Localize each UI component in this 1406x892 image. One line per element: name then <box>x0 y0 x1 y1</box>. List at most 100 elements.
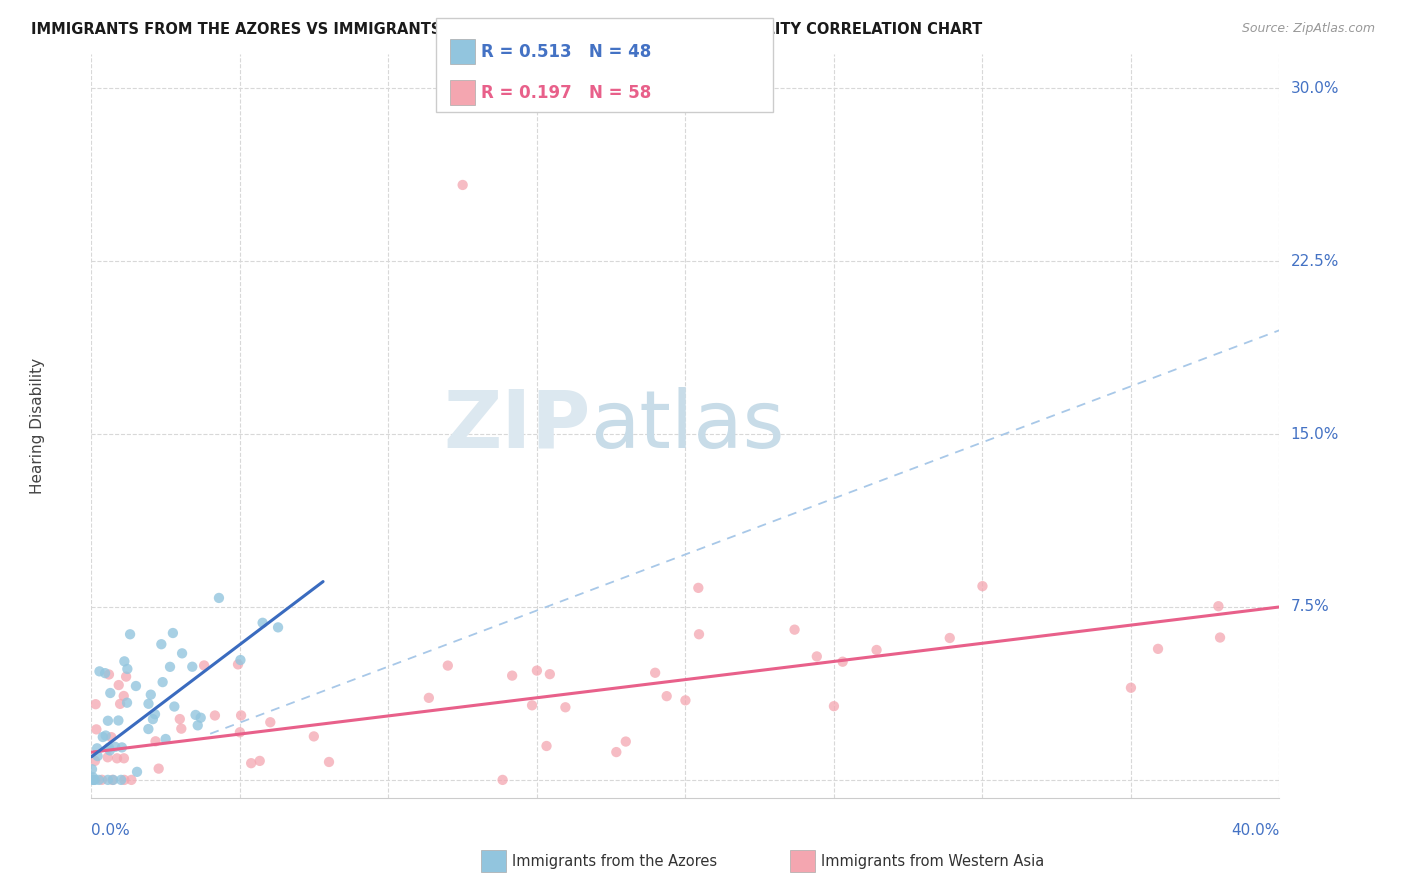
Point <box>229 725 252 739</box>
Point <box>1209 631 1232 645</box>
Point <box>103 772 125 787</box>
Point <box>184 708 207 723</box>
Point <box>108 697 131 711</box>
Point <box>170 722 193 736</box>
Point <box>145 734 167 748</box>
Point <box>139 688 162 702</box>
Point <box>318 755 340 769</box>
Point <box>208 591 231 605</box>
Point <box>204 708 226 723</box>
Point <box>673 693 696 707</box>
Text: R = 0.197   N = 58: R = 0.197 N = 58 <box>481 84 651 102</box>
Point <box>302 730 325 744</box>
Point <box>644 665 666 680</box>
Point <box>267 620 290 634</box>
Point <box>783 623 806 637</box>
Point <box>229 653 252 667</box>
Point <box>112 772 135 787</box>
Point <box>554 700 576 714</box>
Point <box>538 667 561 681</box>
Point <box>82 772 104 787</box>
Point <box>112 689 135 703</box>
Point <box>94 666 117 681</box>
Point <box>436 658 458 673</box>
Point <box>138 697 160 711</box>
Point <box>520 698 543 713</box>
Point <box>115 696 138 710</box>
Text: 15.0%: 15.0% <box>1291 426 1339 442</box>
Point <box>252 615 274 630</box>
Text: ZIP: ZIP <box>443 387 591 465</box>
Point <box>91 730 114 744</box>
Point <box>125 764 148 779</box>
Point <box>181 659 204 673</box>
Point <box>163 699 186 714</box>
Point <box>865 643 887 657</box>
Point <box>120 627 142 641</box>
Point <box>655 689 678 703</box>
Point <box>823 699 845 714</box>
Point <box>97 750 120 764</box>
Point <box>112 751 135 765</box>
Point <box>86 741 108 756</box>
Point <box>1208 599 1230 614</box>
Point <box>806 649 828 664</box>
Point <box>142 712 165 726</box>
Point <box>97 714 120 728</box>
Point <box>193 658 215 673</box>
Point <box>1119 681 1142 695</box>
Text: Source: ZipAtlas.com: Source: ZipAtlas.com <box>1241 22 1375 36</box>
Point <box>249 754 271 768</box>
Point <box>107 714 129 728</box>
Point <box>80 762 103 776</box>
Point <box>110 772 132 787</box>
Text: 22.5%: 22.5% <box>1291 253 1339 268</box>
Point <box>491 772 513 787</box>
Point <box>831 655 853 669</box>
Point <box>972 579 994 593</box>
Point <box>688 627 710 641</box>
Point <box>112 654 135 668</box>
Text: 0.0%: 0.0% <box>91 823 131 838</box>
Point <box>100 730 122 744</box>
Point <box>155 731 177 746</box>
Point <box>229 708 252 723</box>
Point <box>104 739 127 754</box>
Point <box>536 739 558 753</box>
Point <box>107 678 129 692</box>
Text: atlas: atlas <box>591 387 785 465</box>
Point <box>143 707 166 722</box>
Point <box>117 662 139 676</box>
Point <box>115 670 138 684</box>
Point <box>150 637 173 651</box>
Point <box>614 734 637 748</box>
Point <box>162 626 184 640</box>
Point <box>98 740 121 755</box>
Point <box>98 686 121 700</box>
Point <box>125 679 148 693</box>
Point <box>97 667 120 681</box>
Point <box>605 745 627 759</box>
Point <box>84 697 107 711</box>
Point <box>101 772 124 787</box>
Point <box>1147 641 1170 656</box>
Text: Immigrants from the Azores: Immigrants from the Azores <box>512 854 717 869</box>
Point <box>240 756 263 771</box>
Point <box>86 749 108 764</box>
Point <box>89 665 111 679</box>
Point <box>187 718 209 732</box>
Point <box>226 657 249 672</box>
Point <box>170 646 193 660</box>
Point <box>91 772 114 787</box>
Text: 30.0%: 30.0% <box>1291 80 1339 95</box>
Text: 40.0%: 40.0% <box>1232 823 1279 838</box>
Point <box>86 723 108 737</box>
Point <box>97 772 120 787</box>
Point <box>451 178 474 192</box>
Point <box>159 660 181 674</box>
Point <box>190 711 212 725</box>
Point <box>120 772 142 787</box>
Point <box>138 722 160 736</box>
Point <box>84 754 107 768</box>
Point <box>152 675 174 690</box>
